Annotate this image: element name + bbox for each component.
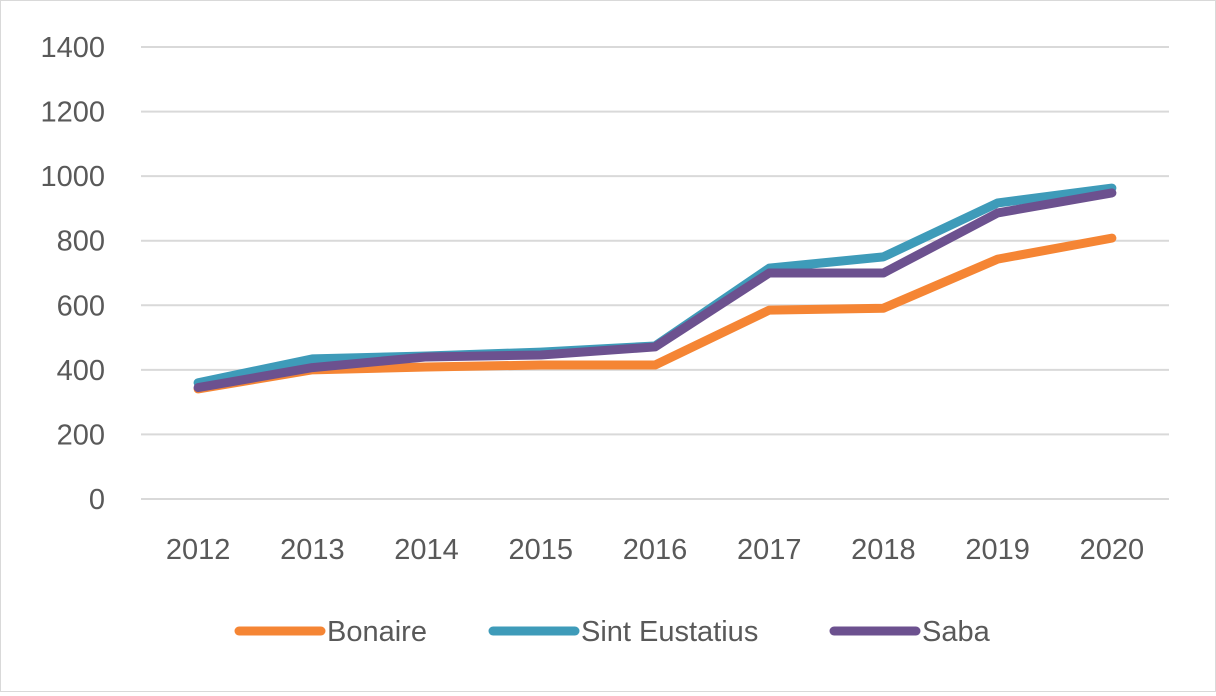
x-tick-label: 2019 [965, 534, 1030, 566]
legend-label: Saba [922, 616, 991, 648]
x-tick-label: 2012 [166, 534, 231, 566]
y-tick-label: 400 [57, 355, 105, 387]
x-tick-label: 2016 [623, 534, 688, 566]
series-line-bonaire [193, 233, 1117, 394]
x-tick-label: 2018 [851, 534, 916, 566]
y-tick-label: 0 [89, 484, 105, 516]
series-line-saba [193, 188, 1117, 393]
y-tick-label: 600 [57, 290, 105, 322]
x-tick-label: 2013 [280, 534, 345, 566]
x-tick-label: 2014 [394, 534, 459, 566]
y-tick-label: 1400 [40, 32, 105, 64]
y-tick-label: 1200 [40, 97, 105, 129]
legend-label: Bonaire [327, 616, 427, 648]
y-tick-label: 200 [57, 419, 105, 451]
legend-label: Sint Eustatius [581, 616, 758, 648]
x-tick-label: 2017 [737, 534, 802, 566]
y-tick-label: 1000 [40, 161, 105, 193]
y-tick-label: 800 [57, 226, 105, 258]
x-tick-label: 2015 [509, 534, 574, 566]
x-tick-label: 2020 [1080, 534, 1145, 566]
series-line-sint-eustatius [193, 183, 1117, 388]
